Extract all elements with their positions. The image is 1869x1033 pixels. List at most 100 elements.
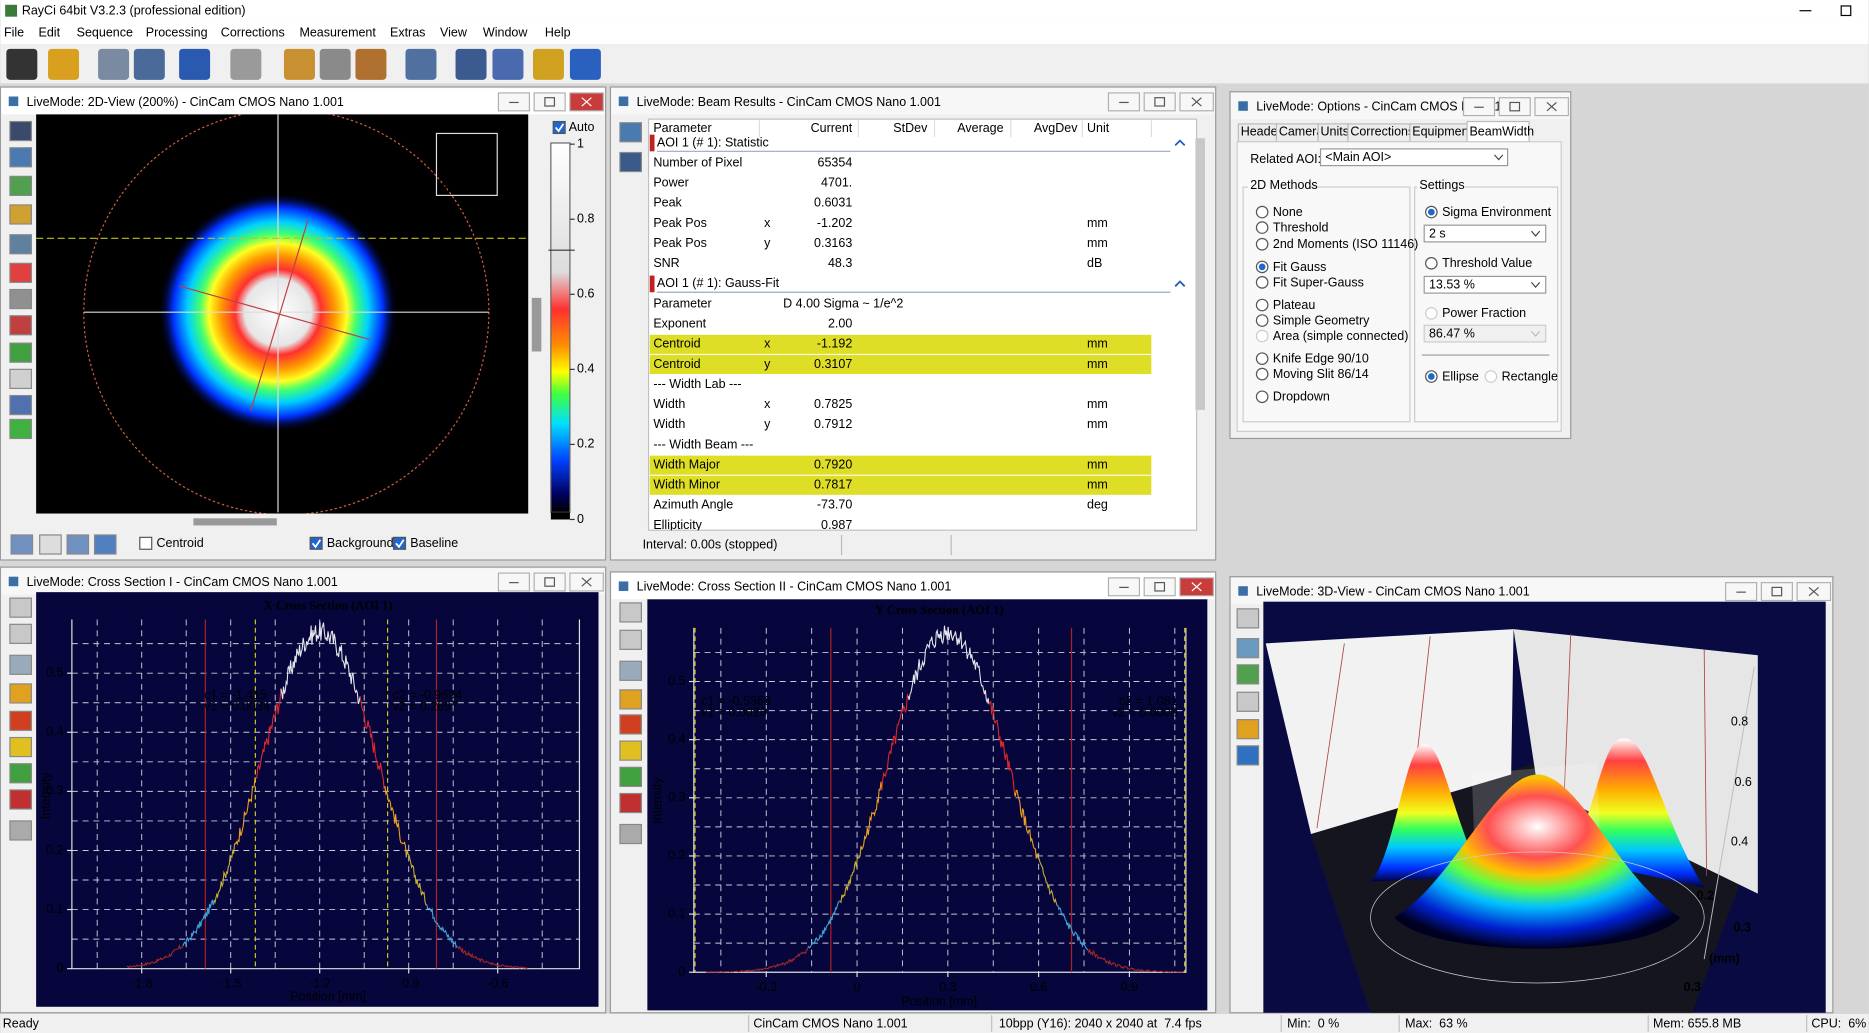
option-label[interactable]: Baseline xyxy=(410,536,458,550)
tool-icon[interactable] xyxy=(1236,638,1260,659)
tab-label[interactable]: Corrections xyxy=(1350,125,1414,139)
toolbar-button[interactable] xyxy=(48,48,80,80)
tool-icon[interactable] xyxy=(9,204,32,225)
tool-icon[interactable] xyxy=(9,394,32,416)
tool-icon[interactable] xyxy=(619,122,642,143)
checkbox[interactable] xyxy=(392,536,407,550)
setting-select[interactable] xyxy=(1423,224,1547,243)
tool-icon[interactable] xyxy=(9,683,32,704)
tool-icon[interactable] xyxy=(9,654,32,675)
tool-icon[interactable] xyxy=(9,736,32,758)
toolbar-button[interactable] xyxy=(283,48,315,80)
shape-label[interactable]: Rectangle xyxy=(1502,369,1558,383)
collapse-caret[interactable] xyxy=(1174,280,1186,287)
tool-icon[interactable] xyxy=(619,629,642,650)
tab-label[interactable]: BeamWidth xyxy=(1469,125,1534,139)
tool-icon[interactable] xyxy=(619,823,642,845)
menu-item[interactable]: Help xyxy=(545,26,571,40)
tool-icon[interactable] xyxy=(10,534,34,555)
minimize-button[interactable] xyxy=(1725,582,1758,602)
menu-item[interactable]: Measurement xyxy=(299,26,376,40)
tool-icon[interactable] xyxy=(9,120,32,142)
toolbar-button[interactable] xyxy=(355,48,387,80)
toolbar-button[interactable] xyxy=(179,48,211,80)
tool-icon[interactable] xyxy=(619,602,642,623)
method-label[interactable]: Simple Geometry xyxy=(1273,313,1370,327)
menu-item[interactable]: View xyxy=(440,26,468,40)
option-label[interactable]: Background xyxy=(327,536,394,550)
tool-icon[interactable] xyxy=(1236,745,1260,766)
method-label[interactable]: Fit Gauss xyxy=(1273,260,1327,274)
radio[interactable] xyxy=(1255,329,1269,343)
method-label[interactable]: Threshold xyxy=(1273,220,1329,234)
radio[interactable] xyxy=(1255,390,1269,404)
tool-icon[interactable] xyxy=(1236,608,1260,629)
maximize-button[interactable] xyxy=(533,92,566,112)
radio[interactable] xyxy=(1255,298,1269,312)
tool-icon[interactable] xyxy=(66,534,90,555)
method-label[interactable]: Plateau xyxy=(1273,298,1315,312)
toolbar-button[interactable] xyxy=(98,48,130,80)
menu-item[interactable]: Edit xyxy=(39,26,61,40)
collapse-caret[interactable] xyxy=(1174,139,1186,146)
method-label[interactable]: Knife Edge 90/10 xyxy=(1273,352,1369,366)
menu-item[interactable]: Corrections xyxy=(221,26,285,40)
method-label[interactable]: None xyxy=(1273,205,1303,219)
maximize-button[interactable] xyxy=(1143,92,1176,112)
checkbox[interactable] xyxy=(552,120,566,135)
tab-label[interactable]: Header xyxy=(1241,125,1282,139)
tool-icon[interactable] xyxy=(9,418,32,440)
method-label[interactable]: Moving Slit 86/14 xyxy=(1273,367,1369,381)
radio[interactable] xyxy=(1255,205,1269,219)
method-label[interactable]: Fit Super-Gauss xyxy=(1273,275,1364,289)
tool-icon[interactable] xyxy=(9,147,32,168)
tool-icon[interactable] xyxy=(9,789,32,810)
tool-icon[interactable] xyxy=(9,623,32,644)
tab-label[interactable]: Units xyxy=(1321,125,1349,139)
tool-icon[interactable] xyxy=(619,792,642,814)
radio[interactable] xyxy=(1255,237,1269,251)
tool-icon[interactable] xyxy=(9,368,32,390)
tool-icon[interactable] xyxy=(9,315,32,336)
tab-label[interactable]: Equipment xyxy=(1412,125,1472,139)
checkbox[interactable] xyxy=(139,536,153,550)
checkbox[interactable] xyxy=(309,536,323,550)
toolbar-button[interactable] xyxy=(319,48,351,80)
radio[interactable] xyxy=(1255,276,1269,289)
tool-icon[interactable] xyxy=(1236,691,1260,712)
maximize-button[interactable] xyxy=(1760,582,1793,602)
tool-icon[interactable] xyxy=(39,534,62,555)
radio[interactable] xyxy=(1484,370,1498,383)
related-select[interactable] xyxy=(1319,148,1509,167)
tool-icon[interactable] xyxy=(9,262,32,283)
shape-label[interactable]: Ellipse xyxy=(1442,369,1479,383)
toolbar-button[interactable] xyxy=(230,48,262,80)
setting-select[interactable] xyxy=(1423,324,1547,343)
minimize-button[interactable] xyxy=(1107,577,1141,597)
setting-label[interactable]: Power Fraction xyxy=(1442,306,1526,320)
tool-icon[interactable] xyxy=(9,342,32,363)
radio[interactable] xyxy=(1425,256,1438,270)
radio[interactable] xyxy=(1425,307,1438,320)
method-label[interactable]: Dropdown xyxy=(1273,390,1330,404)
tool-icon[interactable] xyxy=(619,660,642,681)
setting-label[interactable]: Threshold Value xyxy=(1442,256,1532,270)
radio[interactable] xyxy=(1255,314,1269,327)
tool-icon[interactable] xyxy=(619,766,642,787)
option-label[interactable]: Centroid xyxy=(156,536,203,550)
tool-icon[interactable] xyxy=(9,175,32,196)
menu-item[interactable]: Extras xyxy=(390,26,425,40)
tool-icon[interactable] xyxy=(9,820,32,841)
toolbar-button[interactable] xyxy=(455,48,487,80)
menu-item[interactable]: Window xyxy=(483,26,528,40)
radio[interactable] xyxy=(1255,367,1269,381)
toolbar-button[interactable] xyxy=(569,48,601,80)
tool-icon[interactable] xyxy=(619,714,642,735)
menu-item[interactable]: Sequence xyxy=(77,26,133,40)
toolbar-button[interactable] xyxy=(532,48,564,80)
menu-item[interactable]: File xyxy=(4,26,24,40)
maximize-button[interactable] xyxy=(533,572,566,592)
tab-label[interactable]: Camera xyxy=(1279,125,1324,139)
toolbar-button[interactable] xyxy=(6,48,38,80)
toolbar-button[interactable] xyxy=(133,48,165,80)
